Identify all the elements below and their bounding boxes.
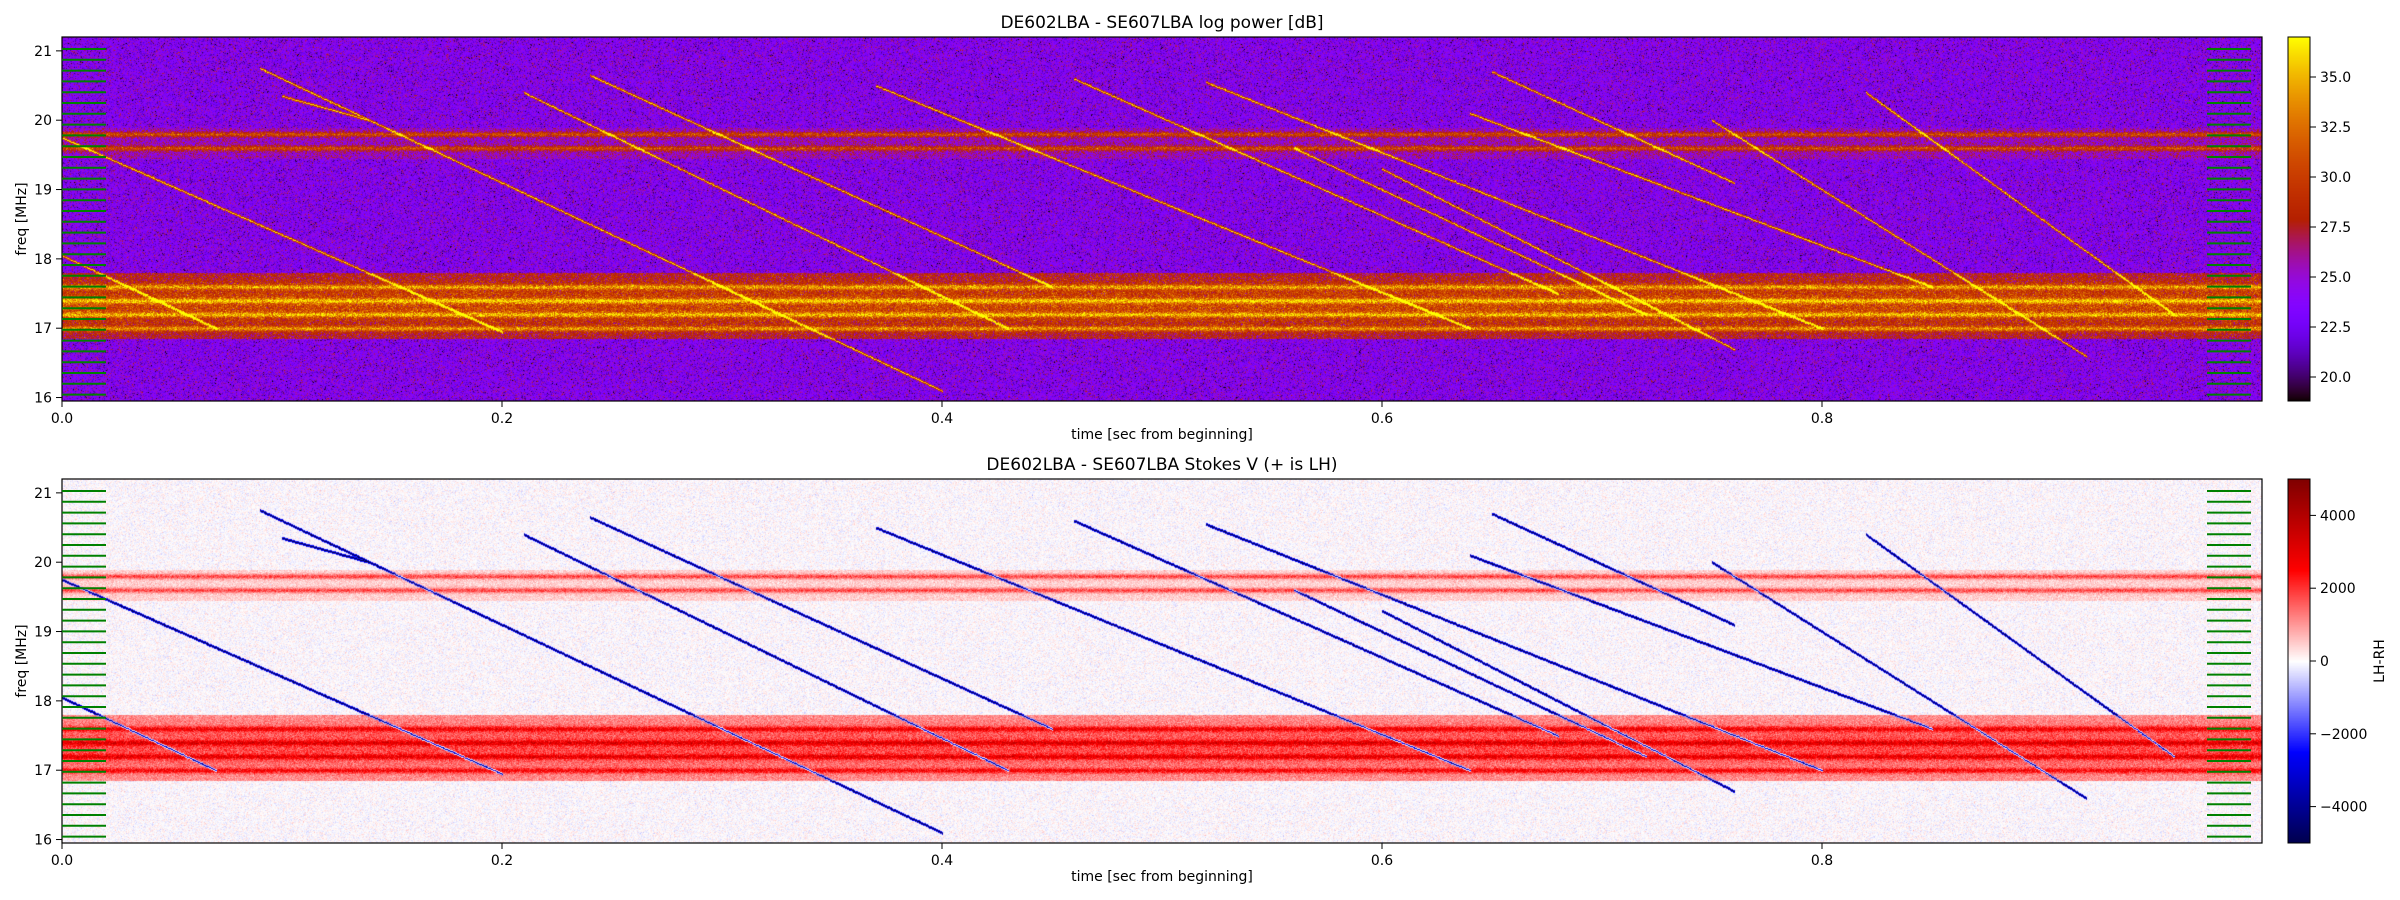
colorbar-tick-label: 4000 (2320, 508, 2356, 524)
y-axis: 16 17 18 19 20 21 (34, 44, 62, 407)
y-tick-label: 16 (34, 833, 52, 849)
colorbar-tick-label: −2000 (2320, 727, 2367, 743)
x-tick-label: 0.4 (931, 853, 953, 869)
panel-stokes-v: DE602LBA - SE607LBA Stokes V (+ is LH) 0… (14, 455, 2388, 885)
colorbar-tick-label: 22.5 (2320, 320, 2351, 336)
colorbar-ticks: −4000 −2000 0 2000 4000 (2310, 508, 2367, 816)
spectrogram-heatmap (62, 37, 2262, 401)
y-axis: 16 17 18 19 20 21 (34, 486, 62, 849)
y-tick-label: 18 (34, 252, 52, 268)
colorbar (2288, 37, 2310, 401)
y-tick-label: 17 (34, 321, 52, 337)
x-tick-label: 0.2 (491, 411, 513, 427)
y-tick-label: 16 (34, 391, 52, 407)
colorbar-tick-label: 32.5 (2320, 120, 2351, 136)
y-tick-label: 18 (34, 694, 52, 710)
colorbar-label: LH-RH (2372, 639, 2388, 683)
y-axis-label: freq [MHz] (14, 624, 30, 697)
colorbar-tick-label: 2000 (2320, 581, 2356, 597)
x-tick-label: 0.4 (931, 411, 953, 427)
x-axis-label: time [sec from beginning] (1071, 869, 1253, 885)
y-tick-label: 21 (34, 486, 52, 502)
y-tick-label: 17 (34, 763, 52, 779)
y-tick-label: 21 (34, 44, 52, 60)
x-axis: 0.0 0.2 0.4 0.6 0.8 (51, 401, 1833, 427)
chart-title: DE602LBA - SE607LBA log power [dB] (1000, 13, 1323, 33)
plot-frame (61, 36, 2263, 402)
y-tick-label: 20 (34, 113, 52, 129)
chart-title: DE602LBA - SE607LBA Stokes V (+ is LH) (986, 455, 1337, 475)
colorbar-frame (2287, 36, 2311, 402)
x-tick-label: 0.2 (491, 853, 513, 869)
x-tick-label: 0.6 (1371, 853, 1393, 869)
y-tick-label: 19 (34, 625, 52, 641)
colorbar (2288, 479, 2310, 843)
x-tick-label: 0.0 (51, 853, 73, 869)
colorbar-tick-label: 27.5 (2320, 220, 2351, 236)
plot-frame (61, 478, 2263, 844)
colorbar-tick-label: 20.0 (2320, 370, 2351, 386)
colorbar-tick-label: 30.0 (2320, 170, 2351, 186)
x-tick-label: 0.6 (1371, 411, 1393, 427)
x-axis: 0.0 0.2 0.4 0.6 0.8 (51, 843, 1833, 869)
colorbar-tick-label: 35.0 (2320, 70, 2351, 86)
y-tick-label: 19 (34, 183, 52, 199)
x-tick-label: 0.0 (51, 411, 73, 427)
colorbar-tick-label: −4000 (2320, 800, 2367, 816)
y-axis-label: freq [MHz] (14, 182, 30, 255)
colorbar-tick-label: 0 (2320, 654, 2329, 670)
y-tick-label: 20 (34, 555, 52, 571)
colorbar-tick-label: 25.0 (2320, 270, 2351, 286)
x-tick-label: 0.8 (1811, 411, 1833, 427)
panel-log-power: DE602LBA - SE607LBA log power [dB] 0.0 0.… (14, 13, 2351, 443)
x-tick-label: 0.8 (1811, 853, 1833, 869)
colorbar-ticks: 20.0 22.5 25.0 27.5 30.0 32.5 35.0 (2310, 70, 2351, 386)
x-axis-label: time [sec from beginning] (1071, 427, 1253, 443)
stokes-heatmap (62, 479, 2262, 843)
